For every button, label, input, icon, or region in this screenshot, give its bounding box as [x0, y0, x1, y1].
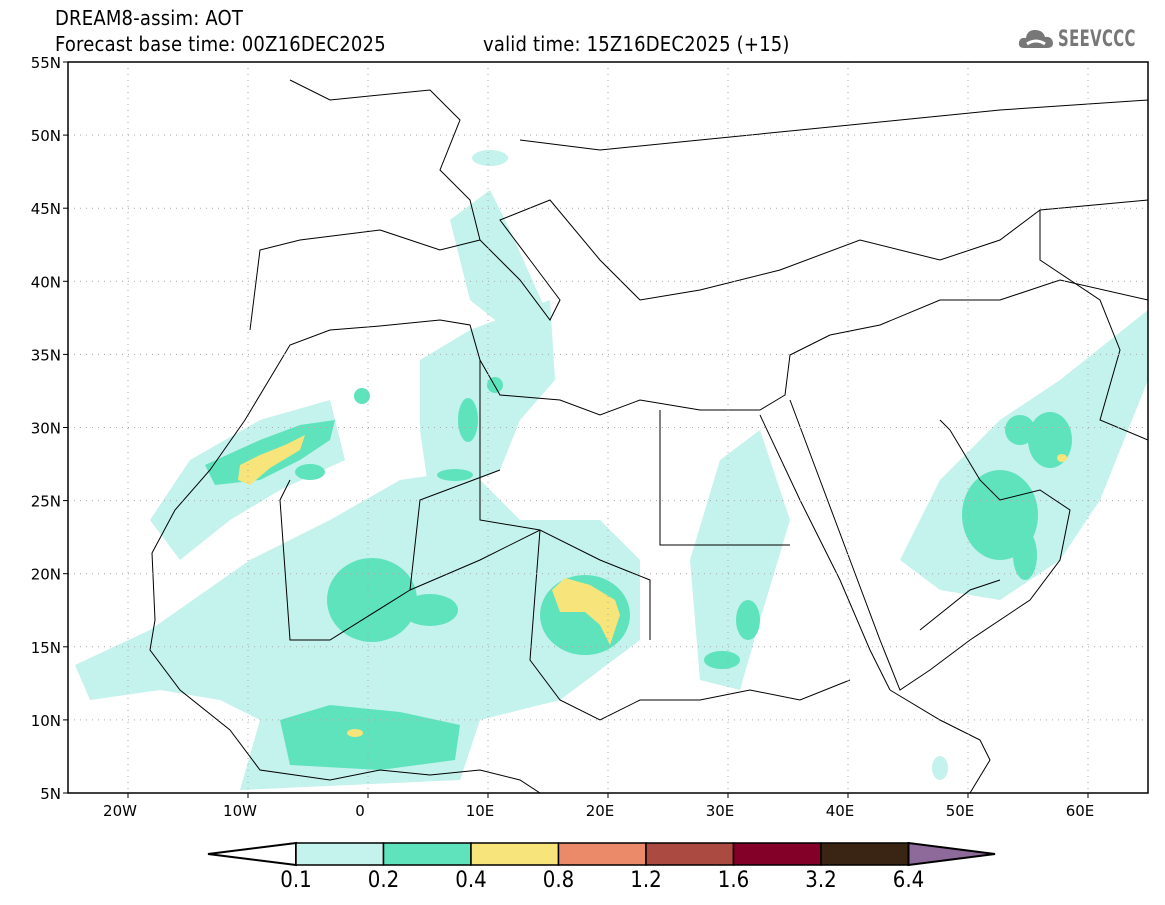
aot-field-0.4-0.8	[238, 435, 1067, 737]
valid-time: valid time: 15Z16DEC2025 (+15)	[483, 32, 790, 56]
lat-label: 10N	[31, 712, 61, 730]
colorbar-tick-label: 0.1	[280, 868, 312, 893]
latitude-labels: 55N 50N 45N 40N 35N 30N 25N 20N 15N 10N 5N	[31, 54, 68, 803]
colorbar-segment	[382, 842, 472, 866]
lon-label: 50E	[946, 802, 975, 820]
lat-label: 35N	[31, 346, 61, 364]
lon-label: 20W	[103, 802, 137, 820]
lon-label: 30E	[706, 802, 735, 820]
lat-label: 55N	[31, 54, 61, 72]
lat-label: 5N	[40, 785, 61, 803]
lat-label: 25N	[31, 493, 61, 511]
cloud-icon	[1018, 30, 1053, 48]
colorbar-segment	[645, 842, 735, 866]
colorbar-under-arrow	[207, 841, 297, 867]
lat-label: 50N	[31, 127, 61, 145]
lon-label: 0	[355, 802, 365, 820]
lat-label: 45N	[31, 200, 61, 218]
lon-label: 60E	[1066, 802, 1095, 820]
chart-title: DREAM8-assim: AOT	[55, 6, 244, 30]
logo-text: SEEVCCC	[1058, 26, 1136, 52]
colorbar-segment	[470, 842, 560, 866]
colorbar-tick-label: 1.6	[717, 868, 750, 893]
lon-label: 20E	[586, 802, 615, 820]
colorbar-tick-label: 3.2	[805, 868, 837, 893]
colorbar-over-arrow	[907, 841, 996, 867]
lon-label: 10E	[466, 802, 495, 820]
colorbar-tick-label: 0.2	[367, 868, 400, 893]
lat-label: 40N	[31, 273, 61, 291]
colorbar	[207, 841, 996, 867]
colorbar-tick-label: 0.8	[542, 868, 575, 893]
seevccc-logo: SEEVCCC	[1018, 26, 1162, 52]
colorbar-segment	[820, 842, 910, 866]
lat-label: 20N	[31, 566, 61, 584]
colorbar-tick-label: 6.4	[892, 868, 925, 893]
colorbar-tick-label: 1.2	[630, 868, 662, 893]
gridlines	[68, 62, 1148, 793]
coastlines-borders	[149, 79, 1148, 793]
lon-label: 40E	[826, 802, 855, 820]
colorbar-tick-label: 0.4	[455, 868, 487, 893]
lat-label: 15N	[31, 639, 61, 657]
aot-map: 55N 50N 45N 40N 35N 30N 25N 20N 15N 10N 5N 20W 10W 0…	[31, 54, 1149, 820]
lon-label: 10W	[223, 802, 257, 820]
colorbar-segment	[557, 842, 647, 866]
colorbar-segment	[732, 842, 822, 866]
forecast-base-time: Forecast base time: 00Z16DEC2025	[55, 32, 386, 56]
longitude-labels: 20W 10W 0 10E 20E 30E 40E 50E 60E	[103, 793, 1094, 820]
colorbar-segment	[295, 842, 385, 866]
lat-label: 30N	[31, 420, 61, 438]
